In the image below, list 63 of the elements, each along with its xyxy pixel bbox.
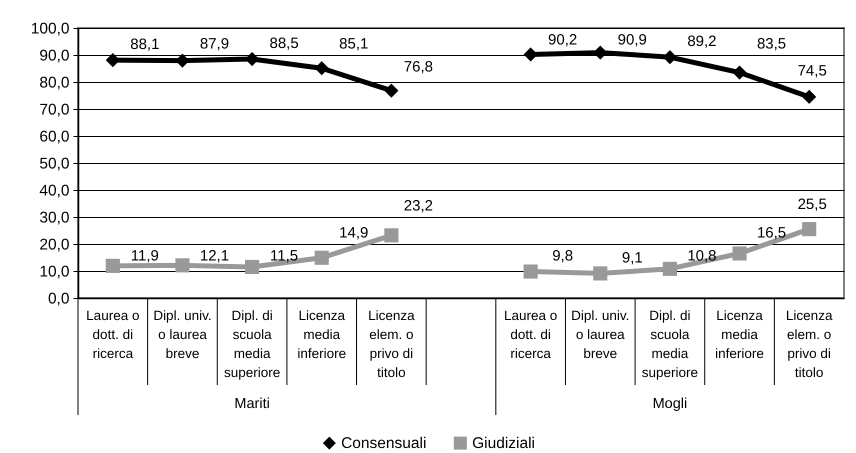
x-tick-label: Licenza media inferiore (297, 308, 346, 361)
data-label: 11,5 (270, 247, 298, 264)
point (593, 46, 608, 60)
point (384, 228, 398, 242)
point (732, 65, 747, 80)
point (314, 61, 329, 76)
x-tick-label: Dipl. univ. o laurea breve (571, 308, 630, 361)
data-label: 74,5 (798, 62, 827, 80)
data-label: 88,5 (269, 35, 299, 52)
x-tick-label: Licenza elem. o privo di titolo (786, 308, 833, 380)
point (106, 258, 120, 273)
data-label: 9,1 (622, 249, 643, 266)
data-label: 16,5 (756, 224, 786, 242)
y-tick-label: 10,0 (39, 264, 70, 280)
point (662, 50, 677, 64)
y-tick-label: 0,0 (48, 290, 70, 308)
x-tick-label: Licenza elem. o privo di titolo (368, 308, 416, 380)
point (106, 53, 120, 68)
y-tick-label: 90,0 (39, 48, 70, 64)
point (732, 246, 747, 261)
point (524, 264, 538, 279)
data-label: 14,9 (339, 224, 368, 242)
y-tick-label: 20,0 (39, 236, 70, 254)
x-tick-label: Dipl. di scuola media superiore (642, 308, 698, 380)
data-label: 85,1 (339, 36, 368, 53)
point (314, 250, 329, 265)
point (245, 52, 260, 66)
x-tick-label: Laurea o dott. di ricerca (86, 308, 140, 361)
point (245, 260, 260, 274)
x-tick-label: Licenza media inferiore (715, 308, 764, 361)
data-label: 83,5 (756, 36, 786, 53)
data-label: 25,5 (798, 196, 827, 214)
legend-label: Giudiziali (472, 435, 535, 452)
point (175, 258, 190, 272)
y-tick-label: 30,0 (39, 210, 70, 226)
data-label: 89,2 (687, 33, 717, 50)
data-label: 23,2 (404, 198, 433, 215)
data-label: 87,9 (200, 36, 230, 53)
x-tick-label: Laurea o dott. di ricerca (504, 308, 558, 361)
data-label: 12,1 (200, 247, 230, 264)
data-label: 11,9 (130, 247, 159, 264)
y-tick-label: 40,0 (39, 182, 70, 200)
y-tick-label: 70,0 (39, 102, 70, 118)
data-label: 76,8 (404, 58, 433, 76)
point (802, 222, 816, 236)
y-tick-label: 50,0 (39, 156, 70, 172)
point (593, 266, 608, 280)
x-tick-label: Dipl. di scuola media superiore (224, 308, 280, 380)
data-label: 10,8 (687, 247, 717, 264)
data-label: 88,1 (130, 36, 160, 54)
y-tick-label: 100,0 (30, 20, 70, 38)
point (662, 262, 677, 276)
point (802, 90, 816, 104)
text: Mogli (652, 396, 688, 412)
x-tick-label: Dipl. univ. o laurea breve (153, 308, 212, 361)
legend-label: Consensuali (341, 435, 426, 452)
y-tick-label: 80,0 (39, 74, 70, 92)
data-label: 9,8 (552, 248, 574, 265)
y-tick-label: 60,0 (39, 128, 70, 146)
data-label: 90,9 (618, 31, 647, 48)
data-label: 90,2 (548, 31, 578, 48)
point (384, 84, 398, 98)
text: Mariti (234, 396, 270, 412)
